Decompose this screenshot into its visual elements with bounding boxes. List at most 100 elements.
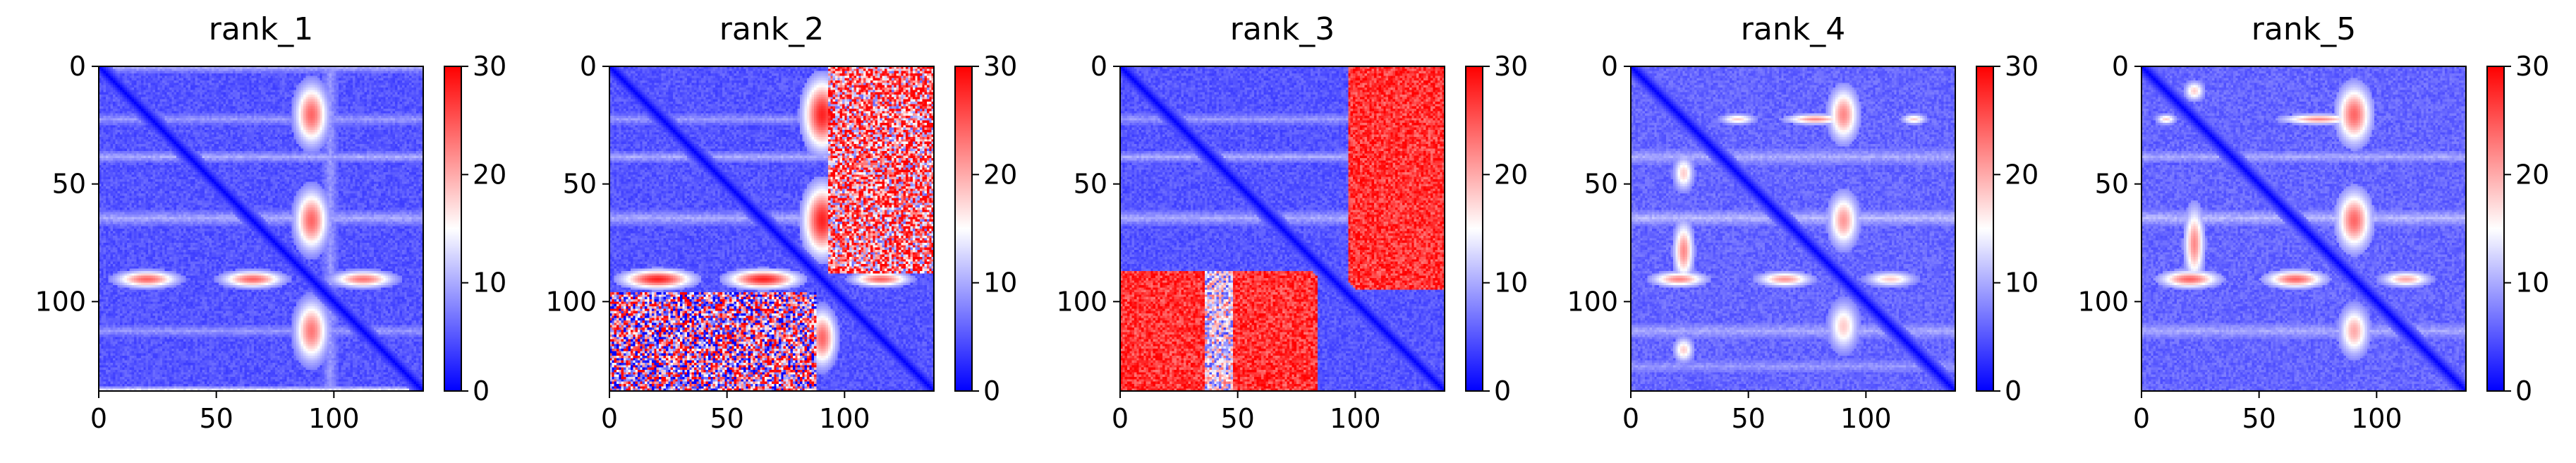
- colorbar-frame: [444, 66, 462, 392]
- heatmap-panel-1: rank_1 0 50 100 0 50 100 0 10 20 30: [35, 11, 506, 434]
- x-tick-label: 0: [1622, 403, 1639, 434]
- y-axis: 0 50 100: [35, 51, 99, 317]
- x-tick-label: 100: [308, 403, 360, 434]
- y-axis: 0 50 100: [545, 51, 609, 317]
- colorbar-tick-label: 10: [2515, 267, 2549, 299]
- plot-frame: [609, 66, 935, 392]
- panel-title: rank_4: [1741, 11, 1845, 47]
- panel-title: rank_5: [2252, 11, 2356, 47]
- colorbar: 0 10 20 30: [1465, 51, 1528, 407]
- colorbar-tick-label: 10: [1494, 267, 1528, 299]
- y-tick-label: 50: [52, 169, 86, 200]
- y-tick-label: 0: [1090, 51, 1107, 82]
- colorbar-gradient: [1466, 66, 1483, 391]
- y-tick-label: 50: [1074, 169, 1107, 200]
- colorbar-tick-label: 30: [983, 51, 1017, 82]
- colorbar-tick-label: 10: [473, 267, 506, 299]
- colorbar-tick-label: 0: [2005, 375, 2022, 407]
- heatmap-panel-2: rank_2 0 50 100 0 50 100 0 10 20 30: [545, 11, 1017, 434]
- y-tick-label: 100: [35, 286, 86, 317]
- colorbar-ticks: 0 10 20 30: [1993, 51, 2039, 407]
- x-tick-label: 0: [2133, 403, 2150, 434]
- x-tick-label: 100: [1840, 403, 1892, 434]
- colorbar-tick-label: 20: [983, 159, 1017, 190]
- x-axis: 0 50 100: [90, 391, 360, 434]
- plot-frame: [98, 66, 424, 392]
- colorbar-tick-label: 0: [1494, 375, 1511, 407]
- colorbar-ticks: 0 10 20 30: [1483, 51, 1528, 407]
- y-tick-label: 0: [1601, 51, 1618, 82]
- colorbar-tick-label: 20: [473, 159, 506, 190]
- x-tick-label: 0: [1112, 403, 1129, 434]
- plot-frame: [1119, 66, 1445, 392]
- y-tick-label: 0: [69, 51, 86, 82]
- panel-title: rank_2: [719, 11, 824, 47]
- heatmap-image: [609, 66, 934, 391]
- plot-frame: [1630, 66, 1956, 392]
- plot-frame: [2141, 66, 2467, 392]
- colorbar-frame: [2486, 66, 2505, 392]
- x-tick-label: 100: [1330, 403, 1381, 434]
- colorbar-tick-label: 30: [2005, 51, 2039, 82]
- y-tick-label: 50: [2095, 169, 2129, 200]
- x-tick-label: 0: [90, 403, 107, 434]
- x-tick-label: 0: [601, 403, 618, 434]
- x-tick-label: 50: [199, 403, 233, 434]
- colorbar-ticks: 0 10 20 30: [2504, 51, 2549, 407]
- colorbar-tick-label: 0: [473, 375, 490, 407]
- x-axis: 0 50 100: [601, 391, 870, 434]
- x-tick-label: 50: [1731, 403, 1765, 434]
- colorbar-tick-label: 30: [473, 51, 506, 82]
- panel-title: rank_3: [1230, 11, 1335, 47]
- heatmap-panel-3: rank_3 0 50 100 0 50 100 0 10 20 30: [1056, 11, 1528, 434]
- panel-title: rank_1: [209, 11, 313, 47]
- colorbar-gradient: [955, 66, 972, 391]
- colorbar-frame: [1465, 66, 1483, 392]
- y-tick-label: 100: [545, 286, 597, 317]
- colorbar-gradient: [2487, 66, 2504, 391]
- colorbar-tick-label: 10: [983, 267, 1017, 299]
- colorbar-tick-label: 30: [1494, 51, 1528, 82]
- x-tick-label: 100: [819, 403, 870, 434]
- x-tick-label: 50: [1220, 403, 1254, 434]
- heatmap-image: [99, 66, 423, 391]
- y-tick-label: 50: [1584, 169, 1618, 200]
- x-tick-label: 50: [2242, 403, 2276, 434]
- colorbar-ticks: 0 10 20 30: [972, 51, 1017, 407]
- colorbar-tick-label: 0: [983, 375, 1000, 407]
- heatmap-image: [2141, 66, 2466, 391]
- colorbar-tick-label: 20: [1494, 159, 1528, 190]
- y-tick-label: 100: [2077, 286, 2129, 317]
- colorbar-tick-label: 30: [2515, 51, 2549, 82]
- colorbar-tick-label: 20: [2515, 159, 2549, 190]
- y-axis: 0 50 100: [1056, 51, 1120, 317]
- x-tick-label: 50: [710, 403, 743, 434]
- colorbar-ticks: 0 10 20 30: [461, 51, 506, 407]
- colorbar: 0 10 20 30: [1976, 51, 2039, 407]
- y-tick-label: 50: [563, 169, 597, 200]
- x-axis: 0 50 100: [1112, 391, 1381, 434]
- colorbar-frame: [954, 66, 973, 392]
- colorbar-gradient: [1976, 66, 1993, 391]
- colorbar-tick-label: 10: [2005, 267, 2039, 299]
- y-axis: 0 50 100: [1567, 51, 1631, 317]
- y-tick-label: 0: [2112, 51, 2129, 82]
- colorbar-gradient: [444, 66, 461, 391]
- colorbar: 0 10 20 30: [444, 51, 506, 407]
- x-axis: 0 50 100: [1622, 391, 1892, 434]
- y-tick-label: 100: [1056, 286, 1107, 317]
- y-tick-label: 0: [580, 51, 597, 82]
- colorbar-frame: [1976, 66, 1994, 392]
- colorbar: 0 10 20 30: [2486, 51, 2549, 407]
- heatmap-panel-4: rank_4 0 50 100 0 50 100 0 10 20 30: [1567, 11, 2039, 434]
- colorbar-tick-label: 0: [2515, 375, 2532, 407]
- heatmap-image: [1631, 66, 1955, 391]
- colorbar-tick-label: 20: [2005, 159, 2039, 190]
- x-axis: 0 50 100: [2133, 391, 2402, 434]
- x-tick-label: 100: [2351, 403, 2402, 434]
- heatmap-panel-5: rank_5 0 50 100 0 50 100 0 10 20 30: [2077, 11, 2549, 434]
- y-axis: 0 50 100: [2077, 51, 2141, 317]
- heatmap-image: [1120, 66, 1445, 391]
- colorbar: 0 10 20 30: [954, 51, 1017, 407]
